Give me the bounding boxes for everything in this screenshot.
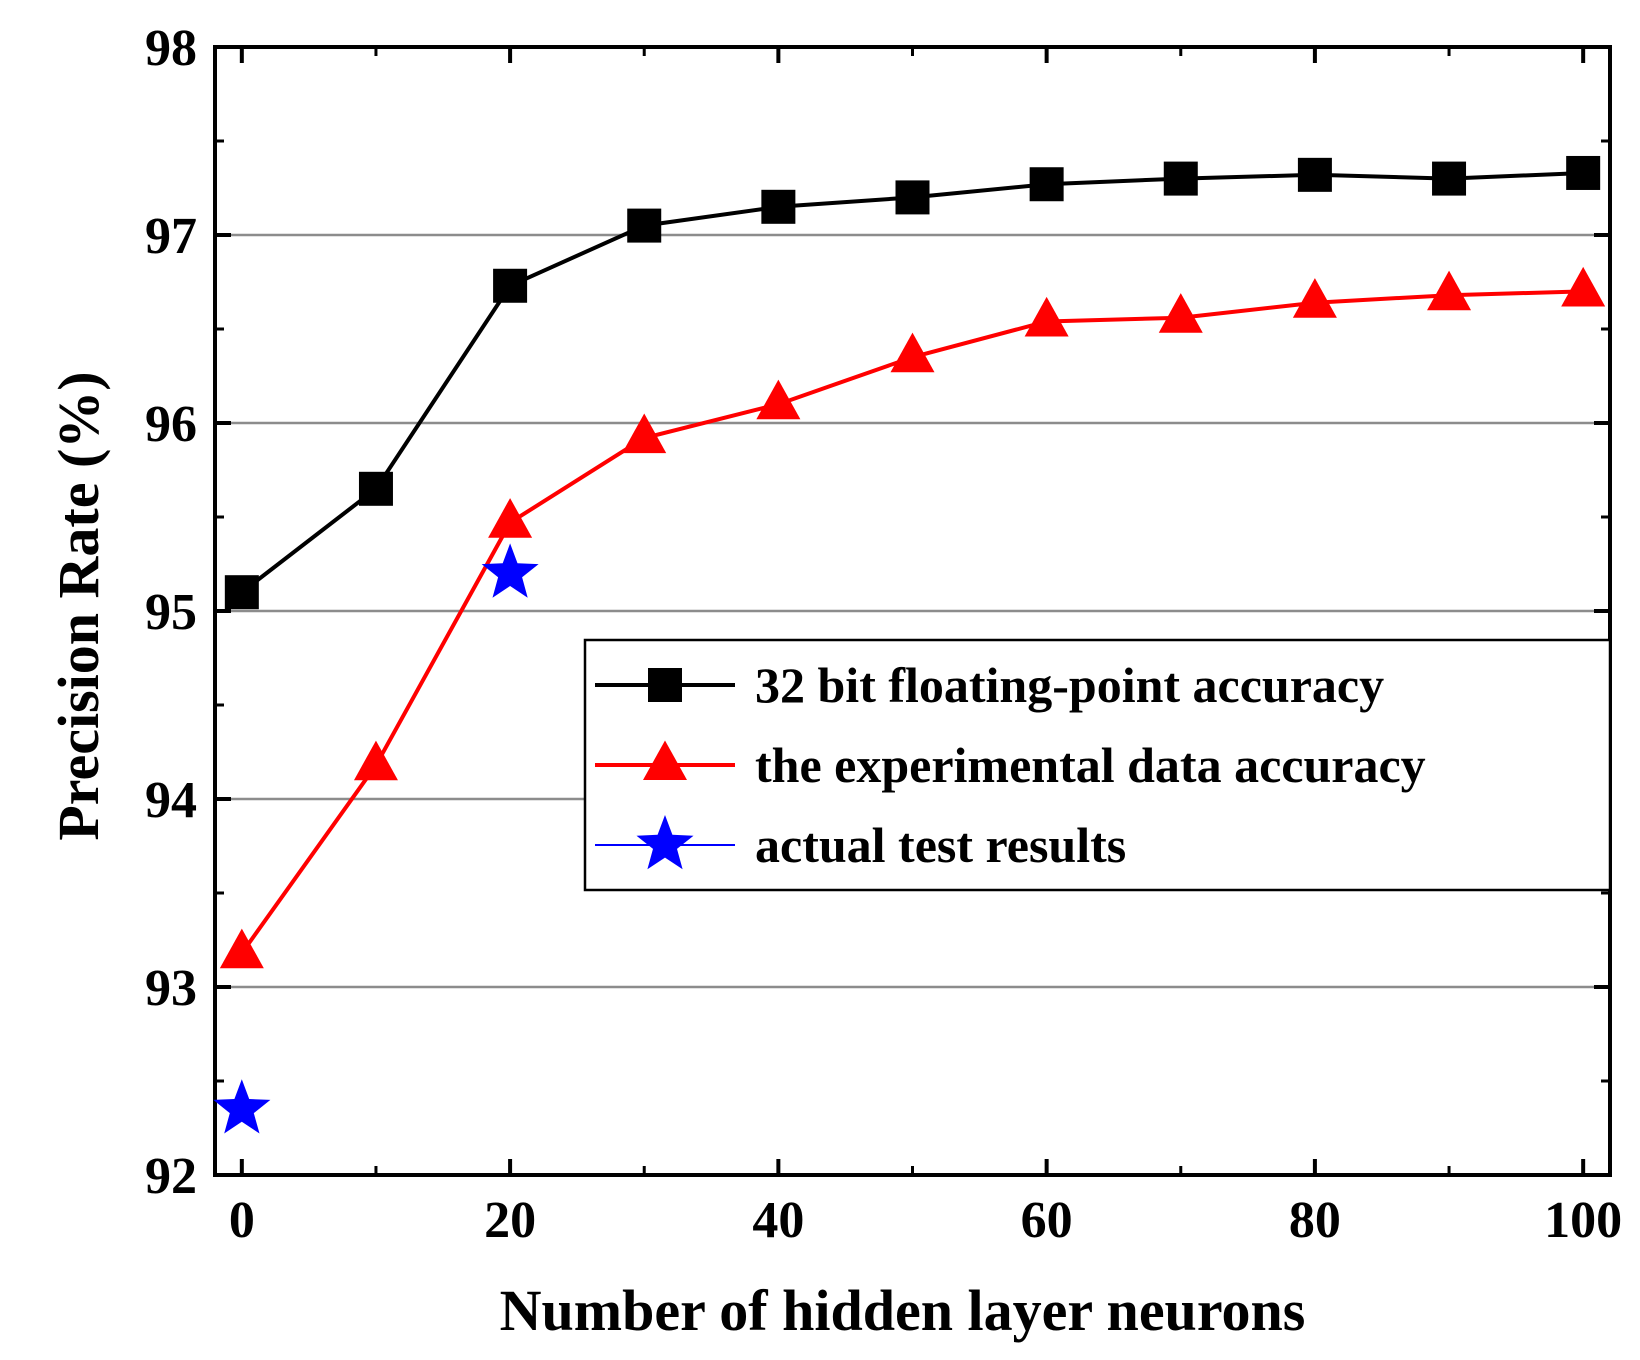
x-tick-label-20: 20 [484, 1192, 536, 1249]
x-tick-label-100: 100 [1544, 1192, 1622, 1249]
y-tick-label-96: 96 [145, 396, 197, 453]
data-point-triangle [1024, 296, 1069, 337]
data-point-triangle [353, 740, 398, 781]
data-point-square [224, 575, 259, 610]
data-point-square [1566, 155, 1601, 190]
data-point-square [1297, 157, 1332, 192]
data-point-square [761, 189, 796, 224]
data-point-square [1029, 167, 1064, 202]
legend-marker-square [648, 668, 682, 702]
x-tick-label-0: 0 [229, 1192, 255, 1249]
axis-ticks: 0 20 40 60 80 100 92 93 94 95 96 97 98 [145, 20, 1622, 1249]
x-axis-title: Number of hidden layer neurons [500, 1278, 1306, 1343]
data-point-triangle [1427, 270, 1472, 311]
data-point-square [1432, 161, 1467, 196]
legend: 32 bit floating-point accuracy the experi… [583, 638, 1612, 892]
x-tick-label-80: 80 [1289, 1192, 1341, 1249]
data-point-square [493, 268, 528, 303]
y-tick-label-98: 98 [145, 20, 197, 77]
data-point-triangle [488, 498, 533, 538]
legend-label-1: 32 bit floating-point accuracy [755, 657, 1384, 713]
y-tick-label-97: 97 [145, 208, 197, 265]
legend-label-3: actual test results [755, 817, 1126, 873]
legend-label-2: the experimental data accuracy [755, 737, 1426, 793]
data-point-square [1163, 161, 1198, 196]
data-point-triangle [1158, 293, 1203, 333]
data-point-triangle [219, 928, 264, 969]
data-point-triangle [756, 379, 801, 420]
series-2 [219, 266, 1606, 969]
y-tick-label-94: 94 [145, 772, 197, 829]
legend-box [583, 638, 1612, 892]
data-point-triangle [1561, 266, 1606, 307]
data-point-triangle [1292, 278, 1337, 318]
x-tick-label-60: 60 [1021, 1192, 1073, 1249]
data-point-triangle [890, 332, 935, 373]
x-tick-label-40: 40 [752, 1192, 804, 1249]
y-tick-label-93: 93 [145, 960, 197, 1017]
legend-marker-star [636, 815, 694, 870]
series-layer [213, 155, 1606, 1134]
data-point-square [895, 180, 930, 215]
data-point-star [213, 1079, 271, 1134]
series-1 [224, 155, 1601, 610]
data-point-triangle [622, 413, 667, 454]
series-3 [213, 543, 539, 1134]
legend-marker-triangle [643, 740, 687, 781]
y-tick-label-92: 92 [145, 1148, 197, 1205]
data-point-star [481, 543, 539, 598]
data-point-square [358, 471, 393, 506]
y-tick-label-95: 95 [145, 584, 197, 641]
data-point-square [627, 208, 662, 243]
y-axis-title: Precision Rate (%) [46, 371, 111, 840]
